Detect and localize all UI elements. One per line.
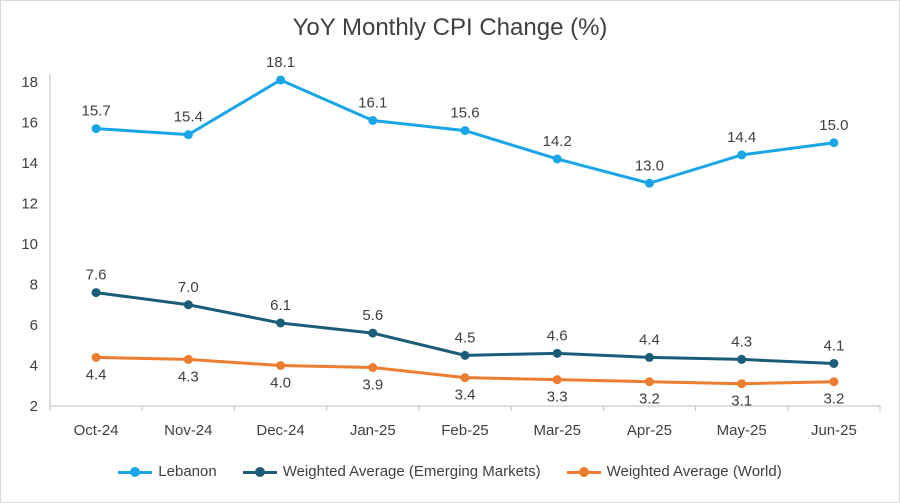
y-tick-label: 18 — [21, 74, 38, 91]
data-point-weighted-average-emerging-markets — [737, 354, 747, 364]
data-point-weighted-average-world — [829, 377, 839, 387]
data-point-weighted-average-emerging-markets — [91, 288, 101, 298]
data-point-weighted-average-emerging-markets — [368, 328, 378, 338]
chart-title: YoY Monthly CPI Change (%) — [292, 14, 608, 41]
data-label-weighted-average-world: 3.4 — [455, 387, 476, 404]
data-label-lebanon: 15.7 — [82, 103, 111, 120]
data-label-weighted-average-emerging-markets: 4.1 — [823, 337, 844, 354]
data-label-weighted-average-world: 4.4 — [86, 366, 107, 383]
data-label-lebanon: 14.4 — [727, 129, 756, 146]
data-label-weighted-average-emerging-markets: 7.6 — [86, 267, 107, 284]
legend-marker-lebanon — [118, 466, 153, 478]
x-tick-label: May-25 — [717, 422, 767, 439]
data-label-lebanon: 14.2 — [543, 133, 572, 150]
data-point-lebanon — [368, 115, 378, 125]
data-point-lebanon — [737, 150, 747, 160]
data-label-weighted-average-emerging-markets: 7.0 — [178, 279, 199, 296]
y-tick-label: 6 — [30, 317, 38, 334]
data-label-weighted-average-world: 3.2 — [639, 391, 660, 408]
data-label-lebanon: 15.0 — [819, 117, 848, 134]
data-point-weighted-average-emerging-markets — [829, 358, 839, 368]
legend-label-world: Weighted Average (World) — [606, 463, 782, 480]
data-point-lebanon — [183, 130, 193, 140]
legend-label-lebanon: Lebanon — [158, 463, 217, 480]
x-tick-label: Feb-25 — [441, 422, 489, 439]
data-label-lebanon: 18.1 — [266, 54, 295, 71]
data-label-lebanon: 16.1 — [358, 94, 387, 111]
data-label-weighted-average-emerging-markets: 4.3 — [731, 333, 752, 350]
data-point-weighted-average-world — [368, 363, 378, 373]
data-label-weighted-average-world: 3.3 — [547, 389, 568, 406]
data-label-lebanon: 15.4 — [174, 109, 203, 126]
data-point-weighted-average-emerging-markets — [552, 348, 562, 358]
data-label-weighted-average-world: 4.0 — [270, 375, 291, 392]
y-tick-label: 4 — [30, 358, 38, 375]
data-point-weighted-average-world — [460, 373, 470, 383]
data-point-lebanon — [91, 124, 101, 134]
data-point-weighted-average-world — [552, 375, 562, 385]
y-tick-label: 2 — [30, 398, 38, 415]
data-point-weighted-average-world — [644, 377, 654, 387]
x-tick-label: Apr-25 — [627, 422, 672, 439]
legend-item-emerging-markets: Weighted Average (Emerging Markets) — [242, 463, 541, 480]
legend-marker-emerging-markets — [242, 466, 277, 478]
data-point-weighted-average-emerging-markets — [644, 352, 654, 362]
data-point-lebanon — [829, 138, 839, 148]
y-tick-label: 12 — [21, 196, 38, 213]
y-tick-label: 8 — [30, 277, 38, 294]
y-tick-label: 10 — [21, 236, 38, 253]
data-point-weighted-average-emerging-markets — [276, 318, 286, 328]
legend-label-emerging-markets: Weighted Average (Emerging Markets) — [282, 463, 541, 480]
data-point-lebanon — [276, 75, 286, 85]
data-label-lebanon: 13.0 — [635, 157, 664, 174]
data-label-weighted-average-emerging-markets: 4.5 — [455, 329, 476, 346]
x-tick-label: Mar-25 — [533, 422, 581, 439]
legend-item-world: Weighted Average (World) — [566, 463, 782, 480]
data-label-weighted-average-world: 4.3 — [178, 368, 199, 385]
legend-item-lebanon: Lebanon — [118, 463, 217, 480]
data-point-weighted-average-world — [183, 354, 193, 364]
data-label-weighted-average-world: 3.9 — [362, 377, 383, 394]
data-point-weighted-average-world — [91, 352, 101, 362]
data-point-weighted-average-world — [737, 379, 747, 389]
data-label-weighted-average-emerging-markets: 6.1 — [270, 297, 291, 314]
data-point-weighted-average-world — [276, 361, 286, 370]
y-tick-label: 16 — [21, 115, 38, 132]
data-label-weighted-average-emerging-markets: 4.6 — [547, 327, 568, 344]
data-label-weighted-average-emerging-markets: 4.4 — [639, 331, 660, 348]
x-tick-label: Jan-25 — [350, 422, 396, 439]
data-label-weighted-average-world: 3.2 — [823, 391, 844, 408]
data-point-lebanon — [460, 126, 470, 136]
data-label-weighted-average-world: 3.1 — [731, 393, 752, 410]
legend: Lebanon Weighted Average (Emerging Marke… — [0, 463, 900, 480]
data-point-lebanon — [644, 178, 654, 188]
data-point-weighted-average-emerging-markets — [460, 350, 470, 360]
data-point-lebanon — [552, 154, 562, 164]
x-tick-label: Oct-24 — [74, 422, 119, 439]
y-tick-label: 14 — [21, 155, 38, 172]
data-label-lebanon: 15.6 — [450, 105, 479, 122]
x-tick-label: Nov-24 — [164, 422, 212, 439]
legend-marker-world — [566, 466, 601, 478]
data-label-weighted-average-emerging-markets: 5.6 — [362, 307, 383, 324]
x-tick-label: Jun-25 — [811, 422, 857, 439]
x-tick-label: Dec-24 — [256, 422, 304, 439]
data-point-weighted-average-emerging-markets — [183, 300, 193, 310]
